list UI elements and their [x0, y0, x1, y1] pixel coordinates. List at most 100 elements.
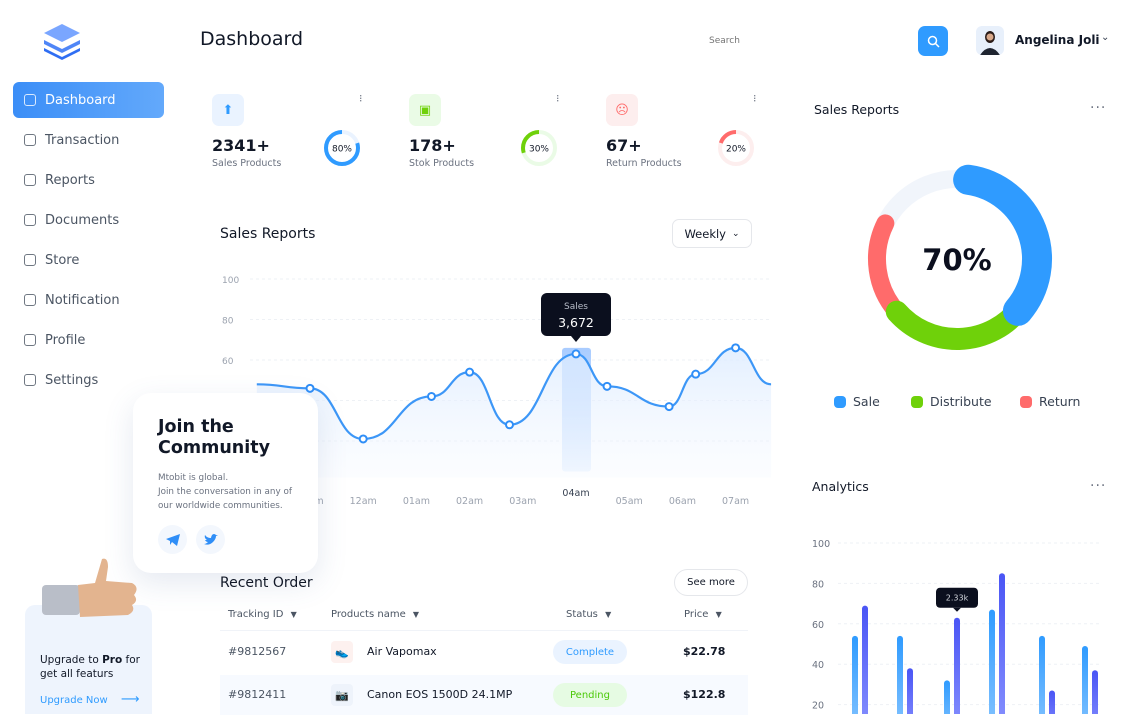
- sidebar-item-label: Store: [45, 252, 80, 268]
- avatar[interactable]: [976, 26, 1004, 55]
- tooltip-value: 2.33k: [946, 594, 969, 603]
- sidebar-item-notification[interactable]: Notification: [13, 282, 164, 318]
- sidebar-item-transaction[interactable]: Transaction: [13, 122, 164, 158]
- bag-icon: [24, 254, 36, 266]
- chevron-down-icon[interactable]: ⌄: [1101, 32, 1110, 43]
- analytics-bar-chart: 20 40 60 80 100 2.33k: [812, 539, 1102, 714]
- data-point: [691, 369, 701, 379]
- grid-icon: [24, 94, 36, 106]
- more-options-icon[interactable]: ···: [748, 94, 761, 102]
- column-header[interactable]: Tracking ID ▼: [228, 609, 297, 620]
- gear-icon: [24, 374, 36, 386]
- data-point: [426, 391, 436, 401]
- product-name: Air Vapomax: [367, 645, 437, 658]
- y-tick-label: 100: [222, 276, 239, 286]
- more-options-icon[interactable]: ···: [1090, 100, 1107, 116]
- donut-slice-distribute: [885, 297, 1032, 350]
- x-tick-label: 02am: [456, 496, 483, 507]
- stat-value: 178+: [409, 136, 456, 155]
- weekly-dropdown[interactable]: Weekly ⌄: [672, 219, 752, 248]
- sidebar-item-dashboard[interactable]: Dashboard: [13, 82, 164, 118]
- stat-label: Stok Products: [409, 158, 475, 169]
- data-point: [731, 343, 741, 353]
- more-options-icon[interactable]: ···: [551, 94, 564, 102]
- progress-ring: 80%: [324, 130, 360, 166]
- sidebar-item-label: Profile: [45, 332, 86, 348]
- sidebar-item-reports[interactable]: Reports: [13, 162, 164, 198]
- price: $22.78: [683, 645, 726, 658]
- bell-icon: [24, 294, 36, 306]
- more-options-icon[interactable]: ···: [1090, 478, 1107, 494]
- price: $122.8: [683, 688, 726, 701]
- status-badge: Complete: [553, 640, 627, 664]
- see-more-button[interactable]: See more: [674, 569, 748, 596]
- twitter-button[interactable]: [196, 525, 225, 554]
- bar: [862, 605, 868, 714]
- chart-file-icon: [24, 134, 36, 146]
- sort-icon: ▼: [412, 610, 420, 619]
- upgrade-card: Upgrade to Pro for get all featurs Upgra…: [25, 605, 152, 714]
- x-tick-label: 01am: [403, 496, 430, 507]
- sidebar-item-label: Reports: [45, 172, 95, 188]
- user-name[interactable]: Angelina Joli: [1015, 33, 1100, 47]
- orders-table-header: Tracking ID ▼ Products name ▼ Status ▼ Pric…: [220, 609, 748, 631]
- stat-label: Return Products: [606, 158, 682, 169]
- stat-value: 67+: [606, 136, 642, 155]
- y-tick-label: 60: [812, 620, 824, 631]
- sidebar-item-profile[interactable]: Profile: [13, 322, 164, 358]
- data-point: [358, 434, 368, 444]
- x-tick-label: 06am: [669, 496, 696, 507]
- box-icon: ▣: [409, 94, 441, 126]
- community-title: Join the Community: [158, 417, 271, 458]
- column-header[interactable]: Price ▼: [684, 609, 722, 620]
- x-tick-label: 12am: [350, 496, 377, 507]
- bar-tooltip: 2.33k: [936, 587, 978, 612]
- sidebar-item-store[interactable]: Store: [13, 242, 164, 278]
- bar: [907, 668, 913, 714]
- legend-item: Distribute: [911, 394, 992, 409]
- legend-swatch: [911, 395, 923, 408]
- y-tick-label: 80: [222, 317, 234, 327]
- x-tick-label: 05am: [616, 496, 643, 507]
- table-row[interactable]: #9812411 📷 Canon EOS 1500D 24.1MP Pendin…: [220, 675, 748, 715]
- stat-card: ⬆ ··· 2341+ Sales Products 80%: [212, 94, 392, 174]
- sales-donut-chart: 70%: [868, 164, 1052, 350]
- search-input[interactable]: [709, 36, 859, 46]
- recent-order-title: Recent Order: [220, 575, 313, 591]
- y-tick-label: 80: [812, 579, 824, 590]
- upgrade-now-link[interactable]: Upgrade Now ⟶: [40, 692, 140, 707]
- donut-slice-return: [868, 214, 907, 322]
- search-button[interactable]: [918, 26, 948, 56]
- telegram-icon: [165, 533, 180, 546]
- sidebar-item-settings[interactable]: Settings: [13, 362, 164, 398]
- progress-label: 30%: [529, 145, 549, 155]
- table-row[interactable]: #9812567 👟 Air Vapomax Complete $22.78: [220, 632, 748, 672]
- column-header[interactable]: Status ▼: [566, 609, 612, 620]
- tracking-id: #9812411: [228, 688, 287, 701]
- tooltip-label: Sales: [564, 302, 588, 312]
- more-options-icon[interactable]: ···: [354, 94, 367, 102]
- sidebar-item-label: Settings: [45, 372, 99, 388]
- sidebar-item-label: Dashboard: [45, 92, 116, 108]
- legend-swatch: [834, 395, 846, 408]
- y-tick-label: 20: [812, 701, 824, 712]
- bar: [989, 609, 995, 714]
- page-title: Dashboard: [200, 28, 304, 50]
- bar: [1039, 635, 1045, 714]
- community-text: Mtobit is global.: [158, 473, 229, 483]
- sort-icon: ▼: [715, 610, 722, 619]
- progress-ring: 20%: [718, 130, 754, 166]
- donut-center-label: 70%: [922, 243, 991, 277]
- sidebar-item-documents[interactable]: Documents: [13, 202, 164, 238]
- camera-image: 📷: [331, 684, 353, 706]
- sales-reports-title: Sales Reports: [220, 226, 316, 242]
- bar: [999, 573, 1005, 714]
- bar: [1082, 646, 1088, 714]
- weekly-label: Weekly: [684, 226, 726, 241]
- column-header[interactable]: Products name ▼: [331, 609, 420, 620]
- telegram-button[interactable]: [158, 525, 187, 554]
- sales-line-chart: 608010011pm12am01am02am03am04am05am06am0…: [222, 276, 772, 507]
- shopping-bag-icon: ⬆: [212, 94, 244, 126]
- bar: [944, 680, 950, 714]
- data-point: [602, 381, 612, 391]
